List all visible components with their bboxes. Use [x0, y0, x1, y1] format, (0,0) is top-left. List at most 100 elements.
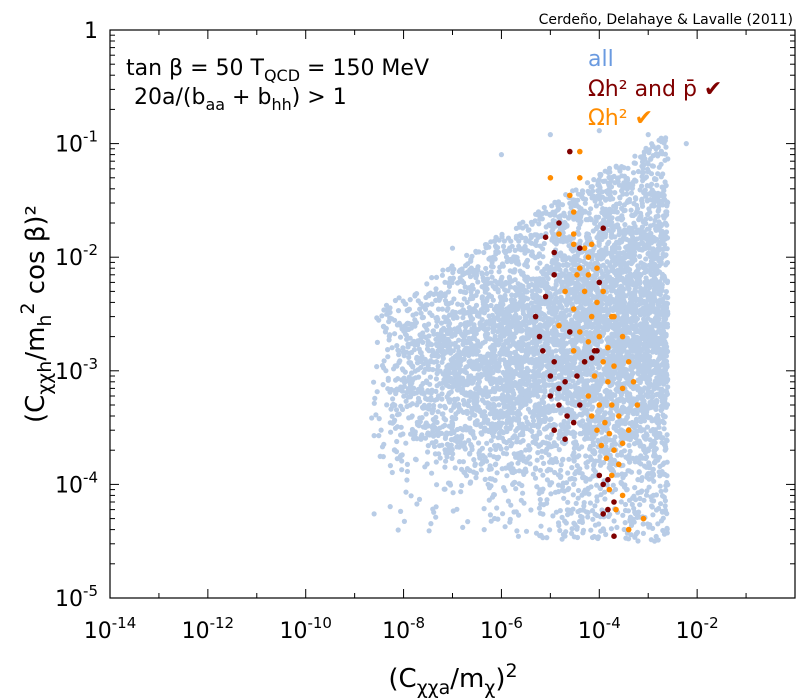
- point-all: [536, 505, 543, 511]
- point-all: [648, 537, 654, 543]
- point-all: [492, 333, 498, 339]
- point-all: [403, 489, 409, 495]
- point-all: [591, 461, 597, 467]
- point-all: [615, 371, 621, 377]
- point-all: [501, 320, 507, 326]
- point-all: [651, 203, 657, 209]
- point-all: [512, 468, 518, 474]
- point-all: [407, 394, 414, 400]
- point-all: [485, 335, 491, 342]
- point-all: [420, 314, 426, 320]
- point-all: [594, 498, 600, 504]
- point-all: [506, 405, 512, 412]
- point-all: [581, 500, 587, 506]
- point-all: [575, 197, 581, 203]
- point-all: [564, 307, 570, 313]
- point-all: [615, 175, 622, 181]
- point-all: [592, 511, 598, 517]
- point-all: [568, 204, 574, 211]
- point-all: [433, 414, 439, 420]
- point-all: [525, 406, 532, 412]
- point-all: [633, 269, 639, 275]
- point-all: [499, 234, 505, 240]
- point-all: [488, 518, 494, 524]
- point-all: [535, 450, 541, 456]
- point-all: [608, 526, 615, 532]
- point-all: [622, 340, 628, 346]
- point-all: [662, 447, 668, 453]
- point-all: [438, 290, 444, 296]
- point-all: [655, 412, 661, 419]
- point-all: [436, 451, 442, 457]
- point-all: [651, 222, 657, 228]
- point-all: [623, 229, 629, 236]
- point-all: [650, 163, 657, 169]
- point-all: [597, 485, 603, 491]
- point-all: [463, 324, 469, 330]
- point-all: [450, 490, 456, 496]
- point-all: [642, 187, 648, 193]
- point-all: [573, 500, 579, 506]
- point-all: [492, 243, 499, 249]
- point-all: [437, 403, 443, 409]
- point-all: [450, 276, 456, 282]
- point-all: [531, 408, 537, 414]
- point-all: [445, 368, 452, 374]
- point-all: [425, 449, 431, 455]
- point-all: [433, 286, 439, 292]
- point-all: [379, 313, 385, 319]
- point-all: [595, 535, 601, 542]
- point-all: [632, 459, 638, 465]
- point-all: [503, 279, 509, 286]
- point-all: [463, 289, 469, 296]
- point-all: [441, 486, 447, 492]
- point-all: [630, 170, 637, 176]
- point-all: [569, 301, 575, 307]
- point-all: [527, 427, 533, 433]
- point-all: [550, 300, 557, 306]
- point-all: [609, 266, 615, 273]
- point-all: [633, 304, 639, 310]
- point-all: [612, 262, 618, 268]
- point-all: [532, 218, 538, 224]
- point-all: [435, 348, 441, 354]
- point-all: [607, 169, 613, 175]
- point-all: [596, 458, 602, 464]
- point-all: [443, 458, 449, 464]
- point-all: [476, 249, 482, 255]
- point-all: [633, 178, 639, 184]
- point-all: [488, 483, 494, 489]
- point-all: [635, 308, 641, 314]
- point-all: [663, 262, 669, 268]
- point-all: [636, 265, 642, 271]
- point-all: [570, 260, 576, 266]
- point-all: [434, 482, 440, 488]
- point-all: [633, 280, 639, 286]
- point-all: [513, 325, 520, 331]
- point-all: [466, 353, 472, 359]
- point-all: [561, 495, 567, 501]
- point-all: [647, 267, 653, 273]
- point-all: [629, 353, 635, 359]
- point-all: [651, 478, 657, 484]
- point-all: [627, 196, 633, 203]
- point-all: [512, 285, 518, 291]
- point-all: [570, 197, 576, 203]
- point-all: [484, 298, 490, 304]
- point-all: [562, 365, 568, 371]
- point-all: [576, 453, 582, 459]
- point-all: [406, 354, 412, 360]
- point-all: [629, 212, 635, 218]
- point-all: [549, 443, 555, 449]
- point-all: [560, 456, 566, 462]
- point-all: [380, 382, 386, 388]
- point-all: [518, 363, 524, 369]
- point-all: [458, 321, 464, 328]
- point-all: [484, 440, 490, 446]
- point-all: [583, 475, 589, 481]
- point-all: [493, 446, 499, 452]
- point-all: [384, 402, 390, 408]
- point-all: [646, 169, 652, 175]
- point-all: [435, 432, 441, 439]
- point-all: [470, 316, 476, 322]
